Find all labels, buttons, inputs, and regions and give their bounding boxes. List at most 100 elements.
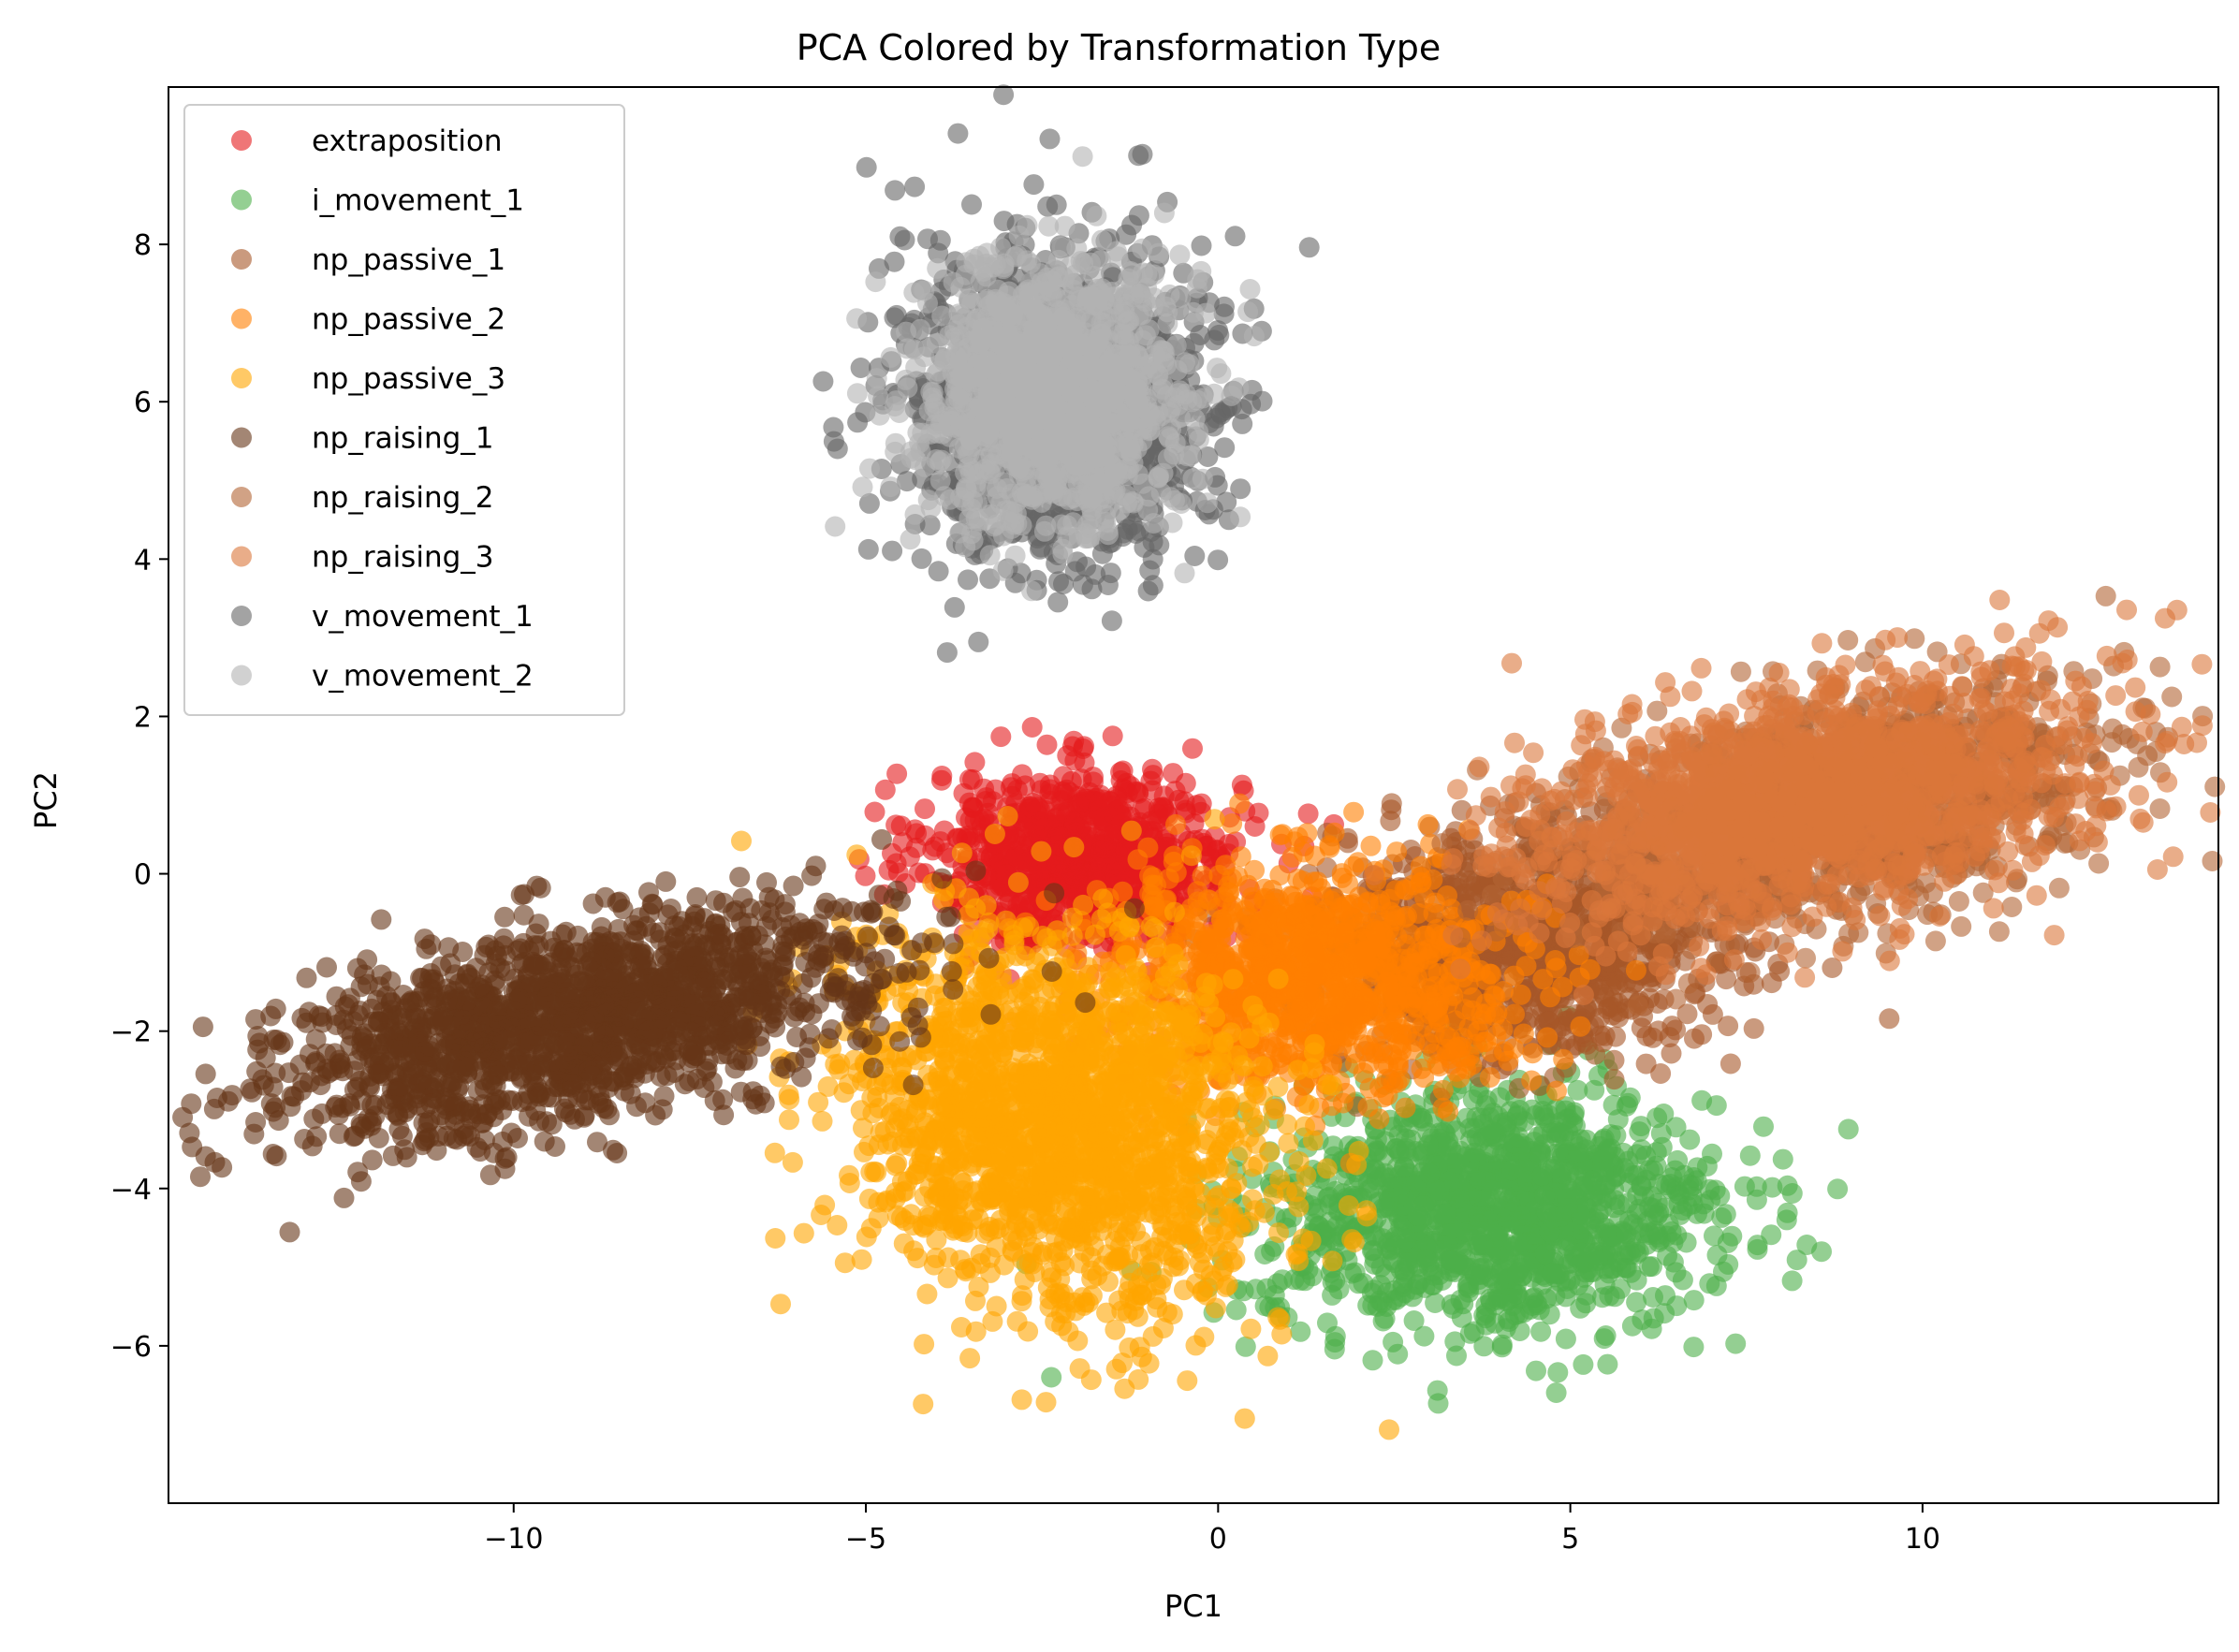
data-point bbox=[1419, 943, 1441, 965]
data-point bbox=[1545, 1382, 1567, 1403]
data-point bbox=[731, 830, 752, 852]
data-point bbox=[1030, 772, 1050, 794]
data-point bbox=[1679, 1129, 1701, 1150]
data-point bbox=[1705, 1095, 1727, 1117]
data-point bbox=[1182, 738, 1203, 759]
data-point bbox=[1521, 1070, 1543, 1091]
data-point bbox=[1297, 803, 1319, 825]
data-point bbox=[1258, 894, 1280, 915]
data-point bbox=[1191, 793, 1212, 814]
data-point bbox=[1413, 1325, 1435, 1347]
data-point bbox=[1661, 1043, 1682, 1064]
data-point bbox=[1666, 1224, 1688, 1246]
data-point bbox=[1626, 1292, 1647, 1313]
data-point bbox=[1230, 846, 1251, 868]
data-point bbox=[1597, 1353, 1618, 1375]
data-point bbox=[1031, 841, 1052, 862]
data-point bbox=[916, 1283, 938, 1305]
data-point bbox=[1331, 867, 1353, 888]
data-point bbox=[962, 768, 984, 790]
data-point bbox=[1772, 1148, 1793, 1170]
data-point bbox=[1343, 1043, 1365, 1064]
points-layer bbox=[172, 84, 2226, 1440]
data-point bbox=[1362, 961, 1383, 983]
data-point bbox=[1485, 1312, 1506, 1334]
series-i_movement_1 bbox=[1016, 1005, 1859, 1414]
data-point bbox=[1552, 976, 1573, 998]
data-point bbox=[915, 798, 935, 820]
data-point bbox=[1325, 1025, 1347, 1046]
data-point bbox=[1603, 1069, 1625, 1090]
data-point bbox=[1655, 1285, 1676, 1307]
data-point bbox=[1368, 1141, 1389, 1162]
data-point bbox=[1213, 914, 1234, 936]
data-point bbox=[782, 1151, 803, 1173]
data-point bbox=[1626, 1269, 1647, 1291]
data-point bbox=[1284, 831, 1306, 853]
data-point bbox=[1547, 1362, 1569, 1383]
data-point bbox=[1531, 1165, 1553, 1187]
data-point bbox=[1112, 881, 1134, 902]
data-point bbox=[1781, 1270, 1803, 1292]
data-point bbox=[1509, 1321, 1530, 1341]
data-point bbox=[1424, 975, 1445, 997]
data-point bbox=[1290, 1321, 1311, 1342]
data-point bbox=[1425, 1293, 1446, 1313]
data-point bbox=[1510, 984, 1531, 1005]
data-point bbox=[990, 726, 1012, 748]
data-point bbox=[1522, 1043, 1544, 1064]
data-point bbox=[1542, 1263, 1563, 1284]
data-point bbox=[1102, 725, 1123, 747]
data-point bbox=[1753, 1116, 1774, 1137]
data-point bbox=[770, 1294, 791, 1315]
data-point bbox=[1629, 1121, 1650, 1143]
data-point bbox=[1769, 960, 1791, 982]
data-point bbox=[1734, 1176, 1755, 1197]
data-point bbox=[1592, 1031, 1614, 1053]
data-point bbox=[1383, 1331, 1404, 1352]
data-point bbox=[1568, 1255, 1589, 1277]
data-point bbox=[1567, 1079, 1588, 1101]
data-point bbox=[1163, 845, 1185, 867]
data-point bbox=[1235, 1336, 1256, 1357]
data-point bbox=[1618, 1162, 1640, 1183]
data-point bbox=[1269, 1054, 1291, 1075]
data-point bbox=[1447, 1250, 1469, 1272]
data-point bbox=[1432, 1097, 1454, 1118]
data-point bbox=[1529, 1145, 1551, 1166]
data-point bbox=[1046, 855, 1068, 876]
data-point bbox=[1207, 898, 1227, 918]
data-point bbox=[1555, 1286, 1576, 1308]
data-point bbox=[1245, 1279, 1266, 1300]
data-point bbox=[1650, 1123, 1672, 1144]
data-point bbox=[1385, 974, 1407, 996]
data-point bbox=[1428, 1179, 1450, 1201]
data-point bbox=[1407, 1205, 1428, 1226]
data-point bbox=[1377, 1085, 1398, 1106]
data-point bbox=[1739, 1145, 1761, 1166]
data-point bbox=[1444, 1331, 1466, 1352]
data-point bbox=[1530, 1321, 1552, 1342]
data-point bbox=[1743, 1017, 1764, 1039]
data-point bbox=[1537, 1027, 1559, 1048]
data-point bbox=[1229, 793, 1251, 814]
data-point bbox=[1070, 877, 1091, 898]
data-point bbox=[1427, 1393, 1449, 1414]
data-point bbox=[1458, 1278, 1480, 1299]
data-point bbox=[975, 787, 997, 809]
data-point bbox=[1544, 950, 1566, 971]
data-point bbox=[1627, 1184, 1648, 1206]
data-point bbox=[1464, 1142, 1485, 1163]
data-point bbox=[1084, 805, 1105, 826]
data-point bbox=[1837, 1118, 1859, 1140]
data-point bbox=[793, 1222, 814, 1244]
data-point bbox=[1573, 1353, 1594, 1375]
data-point bbox=[1572, 1176, 1593, 1197]
data-point bbox=[1142, 758, 1163, 780]
data-point bbox=[1470, 1169, 1491, 1191]
data-point bbox=[1616, 1223, 1637, 1245]
data-point bbox=[1369, 1166, 1391, 1188]
data-point bbox=[1142, 874, 1163, 896]
data-point bbox=[1683, 1337, 1705, 1358]
